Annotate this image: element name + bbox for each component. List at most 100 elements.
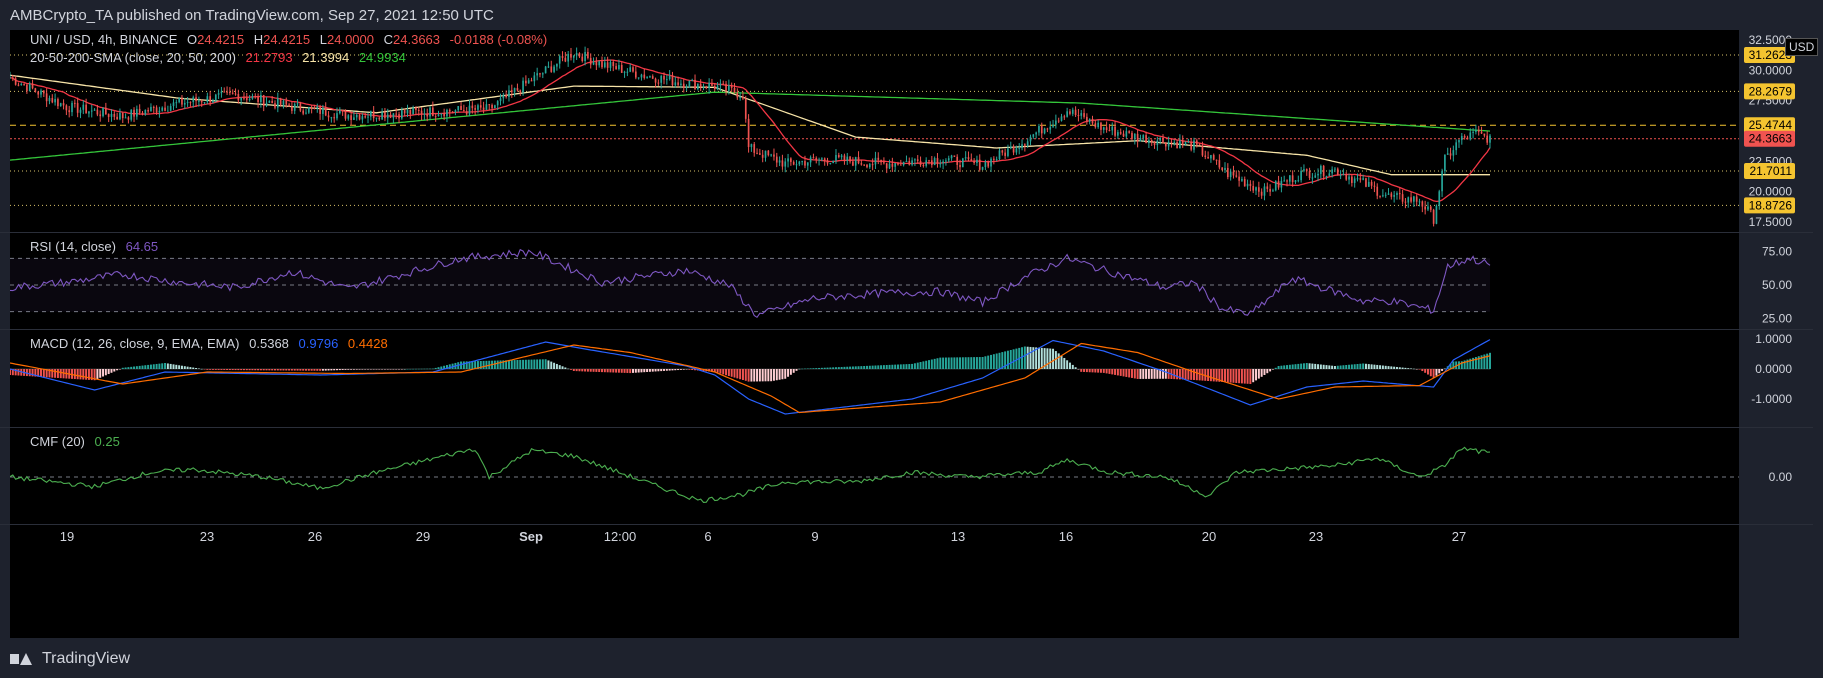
macd-histogram-bar xyxy=(1480,355,1483,369)
candle xyxy=(1351,176,1353,183)
macd-histogram-bar xyxy=(288,369,291,371)
macd-histogram-bar xyxy=(784,369,787,379)
macd-histogram-bar xyxy=(1232,369,1235,383)
candle xyxy=(220,91,223,94)
macd-histogram-bar xyxy=(144,365,147,369)
candle xyxy=(691,79,694,81)
footer-brand[interactable]: TradingView xyxy=(10,650,130,668)
candle xyxy=(327,115,330,118)
macd-histogram-bar xyxy=(321,369,324,371)
candle xyxy=(770,154,772,156)
candle xyxy=(350,115,352,120)
candle xyxy=(595,61,598,66)
candle xyxy=(446,109,448,117)
macd-histogram-bar xyxy=(564,367,567,369)
candle xyxy=(1441,171,1443,192)
macd-histogram-bar xyxy=(1187,369,1190,380)
macd-histogram-bar xyxy=(815,368,818,369)
candle xyxy=(885,163,888,169)
macd-histogram-bar xyxy=(502,360,505,369)
macd-histogram-bar xyxy=(730,369,733,377)
macd-histogram-bar xyxy=(1342,365,1345,369)
macd-histogram-bar xyxy=(1229,369,1232,383)
candle xyxy=(939,163,942,165)
candle xyxy=(1455,142,1458,151)
candle xyxy=(1424,206,1427,210)
macd-histogram-bar xyxy=(716,369,719,373)
candle xyxy=(158,110,161,113)
macd-histogram-bar xyxy=(1085,369,1088,373)
macd-histogram-bar xyxy=(572,369,575,371)
pane-divider[interactable] xyxy=(0,427,1813,428)
candle xyxy=(1015,148,1018,153)
candle xyxy=(567,53,570,62)
macd-histogram-bar xyxy=(789,369,792,375)
macd-histogram-bar xyxy=(615,369,618,373)
candle xyxy=(214,94,217,101)
macd-histogram-bar xyxy=(116,369,119,371)
candle xyxy=(463,110,465,112)
macd-histogram-bar xyxy=(434,367,437,369)
macd-histogram-bar xyxy=(1325,365,1328,369)
macd-histogram-bar xyxy=(130,366,133,369)
price-level-badge xyxy=(1744,197,1795,214)
candle xyxy=(496,101,499,106)
candle xyxy=(550,66,553,72)
candle xyxy=(454,110,457,113)
macd-histogram-bar xyxy=(558,365,561,369)
macd-histogram-bar xyxy=(203,369,206,370)
rsi-value: 64.65 xyxy=(125,239,159,254)
candle xyxy=(1289,175,1291,182)
macd-histogram-bar xyxy=(392,369,395,370)
macd-histogram-bar xyxy=(586,369,589,372)
macd-histogram-bar xyxy=(423,368,426,370)
macd-histogram-bar xyxy=(919,362,922,369)
candle xyxy=(1365,178,1367,187)
candle xyxy=(491,104,493,109)
macd-histogram-bar xyxy=(85,369,88,380)
candle xyxy=(1463,136,1466,138)
candle xyxy=(759,153,761,155)
macd-histogram-bar xyxy=(93,369,96,381)
rsi-legend: RSI (14, close) 64.65 xyxy=(30,239,164,254)
candle xyxy=(1469,132,1472,140)
candle xyxy=(206,96,209,103)
macd-histogram-bar xyxy=(310,369,313,371)
candle xyxy=(291,106,293,111)
pane-divider[interactable] xyxy=(0,524,1813,525)
macd-histogram-bar xyxy=(141,365,144,369)
candle xyxy=(1421,201,1424,207)
candle xyxy=(102,107,104,117)
candle xyxy=(1136,133,1139,142)
macd-histogram-bar xyxy=(336,369,338,371)
macd-histogram-bar xyxy=(1116,369,1119,376)
candle xyxy=(141,112,144,115)
candle xyxy=(829,163,832,165)
chart-svg[interactable] xyxy=(10,30,1739,638)
macd-histogram-bar xyxy=(998,352,1001,369)
candle xyxy=(367,116,369,118)
macd-histogram-bar xyxy=(516,360,519,369)
candle xyxy=(933,158,936,166)
macd-histogram-bar xyxy=(992,354,995,369)
candle xyxy=(908,161,911,165)
macd-histogram-bar xyxy=(744,369,747,381)
pane-divider[interactable] xyxy=(0,329,1813,330)
candle xyxy=(547,66,550,68)
chart-area[interactable]: UNI / USD, 4h, BINANCE O24.4215 H24.4215… xyxy=(10,30,1739,638)
pane-divider[interactable] xyxy=(0,232,1813,233)
candle xyxy=(990,158,992,167)
candle xyxy=(601,61,603,68)
candle xyxy=(964,157,967,159)
macd-histogram-bar xyxy=(775,369,778,381)
macd-histogram-bar xyxy=(1102,369,1105,373)
macd-histogram-bar xyxy=(324,369,327,371)
price-axis-tick: 30.0000 xyxy=(1749,63,1793,77)
macd-histogram-bar xyxy=(1029,346,1032,369)
candle xyxy=(1229,171,1232,178)
currency-label[interactable]: USD xyxy=(1785,38,1819,56)
macd-histogram-bar xyxy=(1274,367,1277,369)
macd-histogram-bar xyxy=(313,369,316,371)
candle xyxy=(1190,141,1193,150)
macd-histogram-bar xyxy=(601,369,603,373)
